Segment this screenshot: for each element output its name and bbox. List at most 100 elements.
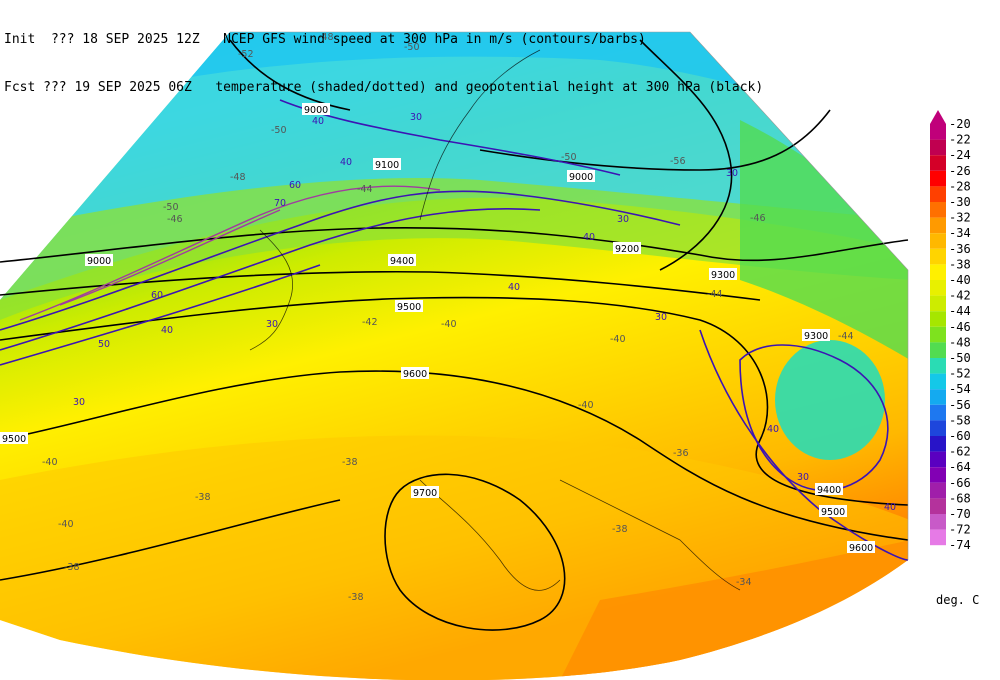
colorbar-swatch <box>930 186 946 202</box>
colorbar-label: -38 <box>949 257 971 271</box>
height-label-9600-se: 9600 <box>849 543 873 554</box>
colorbar-label: -66 <box>949 476 971 490</box>
temp-label-38-s: -38 <box>348 592 364 603</box>
height-label-9300-e: 9300 <box>711 270 735 281</box>
coastlines <box>249 49 741 591</box>
colorbar-label: -42 <box>949 289 971 303</box>
map-header: Init ??? 18 SEP 2025 12Z NCEP GFS wind s… <box>4 0 763 112</box>
height-contours <box>0 39 909 631</box>
colorbar-label: -44 <box>949 304 971 318</box>
height-label-9400-se: 9400 <box>817 485 841 496</box>
colorbar-swatch <box>930 373 946 390</box>
colorbar-swatch <box>930 404 946 421</box>
wind-label-30-se: 30 <box>797 472 809 483</box>
colorbar-swatch <box>930 295 946 312</box>
wind-label-30-e: 30 <box>726 168 738 179</box>
colorbar-swatch <box>930 233 946 249</box>
wind-contours <box>0 99 909 561</box>
colorbar-swatch <box>930 358 946 374</box>
colorbar-label: -22 <box>949 133 971 147</box>
colorbar-label: -62 <box>949 445 971 459</box>
colorbar-swatch <box>930 170 946 187</box>
height-label-9300: 9300 <box>804 331 828 342</box>
height-label-9000-nw: 9000 <box>304 105 328 116</box>
temp-label-50-nw: -50 <box>271 125 287 136</box>
colorbar-label: -74 <box>949 538 971 552</box>
temp-label-44: -44 <box>357 184 373 195</box>
colorbar-swatch <box>930 482 946 499</box>
title-line-2: temperature (shaded/dotted) and geopoten… <box>215 80 764 95</box>
colorbar: -20 -22-24 -26-28 -30 -32-34 -36-38 -40 -42-44 -… <box>930 110 971 552</box>
wind-label-70: 70 <box>274 198 286 209</box>
temp-label-50-n: -50 <box>404 42 420 53</box>
height-label-9400: 9400 <box>390 256 414 267</box>
colorbar-label: -56 <box>949 398 971 412</box>
temp-label-40-w: -40 <box>42 457 58 468</box>
temp-label-38-c: -38 <box>342 457 358 468</box>
colorbar-swatch <box>930 139 946 156</box>
colorbar-label: -72 <box>949 523 971 537</box>
temp-label-44-e: -44 <box>838 331 854 342</box>
wind-label-40-nw: 40 <box>312 116 324 127</box>
forecast-time: Fcst ??? 19 SEP 2025 06Z <box>4 80 192 95</box>
wind-label-40-c: 40 <box>508 282 520 293</box>
temp-label-46-e: -46 <box>750 213 766 224</box>
height-label-9000-w: 9000 <box>87 256 111 267</box>
colorbar-swatch <box>930 420 946 436</box>
colorbar-label: -50 <box>949 351 971 365</box>
colorbar-swatch <box>930 124 946 140</box>
temp-labels: -52 -48 -50 -50 -48 -50 -46 -44 -50 -56 … <box>42 32 854 603</box>
wind-labels: 40 40 30 60 70 60 40 50 30 30 40 40 30 3… <box>73 112 896 513</box>
colorbar-swatch <box>930 202 946 218</box>
colorbar-swatch <box>930 311 946 327</box>
colorbar-swatch <box>930 280 946 296</box>
height-label-9500: 9500 <box>397 302 421 313</box>
height-label-9200: 9200 <box>615 244 639 255</box>
temp-label-40-sw: -40 <box>58 519 74 530</box>
temp-label-36: -36 <box>673 448 689 459</box>
temp-label-38-sw: -38 <box>64 562 80 573</box>
height-label-9000-n: 9000 <box>569 172 593 183</box>
temp-label-40-se: -40 <box>578 400 594 411</box>
colorbar-label: -34 <box>949 226 971 240</box>
wind-label-40-se: 40 <box>767 424 779 435</box>
wind-label-30-ne: 30 <box>617 214 629 225</box>
wind-label-30-c: 30 <box>266 319 278 330</box>
colorbar-label: -30 <box>949 195 971 209</box>
temp-label-52: -52 <box>238 49 254 60</box>
colorbar-label: -58 <box>949 413 971 427</box>
height-labels: 9000 9100 9000 9200 9300 9300 9400 9500 … <box>0 103 875 554</box>
colorbar-label: -32 <box>949 211 971 225</box>
colorbar-swatch <box>930 514 946 530</box>
colorbar-swatch <box>930 155 946 171</box>
wind-label-60: 60 <box>289 180 301 191</box>
colorbar-units: deg. C <box>936 593 980 607</box>
temp-label-38-se: -38 <box>612 524 628 535</box>
colorbar-swatch <box>930 467 946 483</box>
temp-label-38-w: -38 <box>195 492 211 503</box>
colorbar-swatch <box>930 389 946 405</box>
colorbar-label: -46 <box>949 320 971 334</box>
temp-label-44-ce: -44 <box>707 289 723 300</box>
height-label-9700: 9700 <box>413 488 437 499</box>
wind-label-50-w: 50 <box>98 339 110 350</box>
header-line-1: Init ??? 18 SEP 2025 12Z NCEP GFS wind s… <box>4 32 763 48</box>
temp-label-34: -34 <box>736 577 752 588</box>
colorbar-swatch <box>930 529 946 546</box>
colorbar-label: -48 <box>949 335 971 349</box>
domain-border <box>230 31 909 560</box>
colorbar-label: -36 <box>949 242 971 256</box>
temp-label-56: -56 <box>670 156 686 167</box>
wind-label-30-ce: 30 <box>655 312 667 323</box>
height-label-9500-w: 9500 <box>2 434 26 445</box>
temp-label-42: -42 <box>362 317 378 328</box>
temp-label-50-ne: -50 <box>561 152 577 163</box>
height-label-9600: 9600 <box>403 369 427 380</box>
temperature-shading <box>0 32 908 680</box>
temp-label-40-e: -40 <box>610 334 626 345</box>
temp-label-48-w: -48 <box>230 172 246 183</box>
colorbar-swatch <box>930 451 946 468</box>
temp-label-46-w: -46 <box>167 214 183 225</box>
colorbar-label: -52 <box>949 367 971 381</box>
